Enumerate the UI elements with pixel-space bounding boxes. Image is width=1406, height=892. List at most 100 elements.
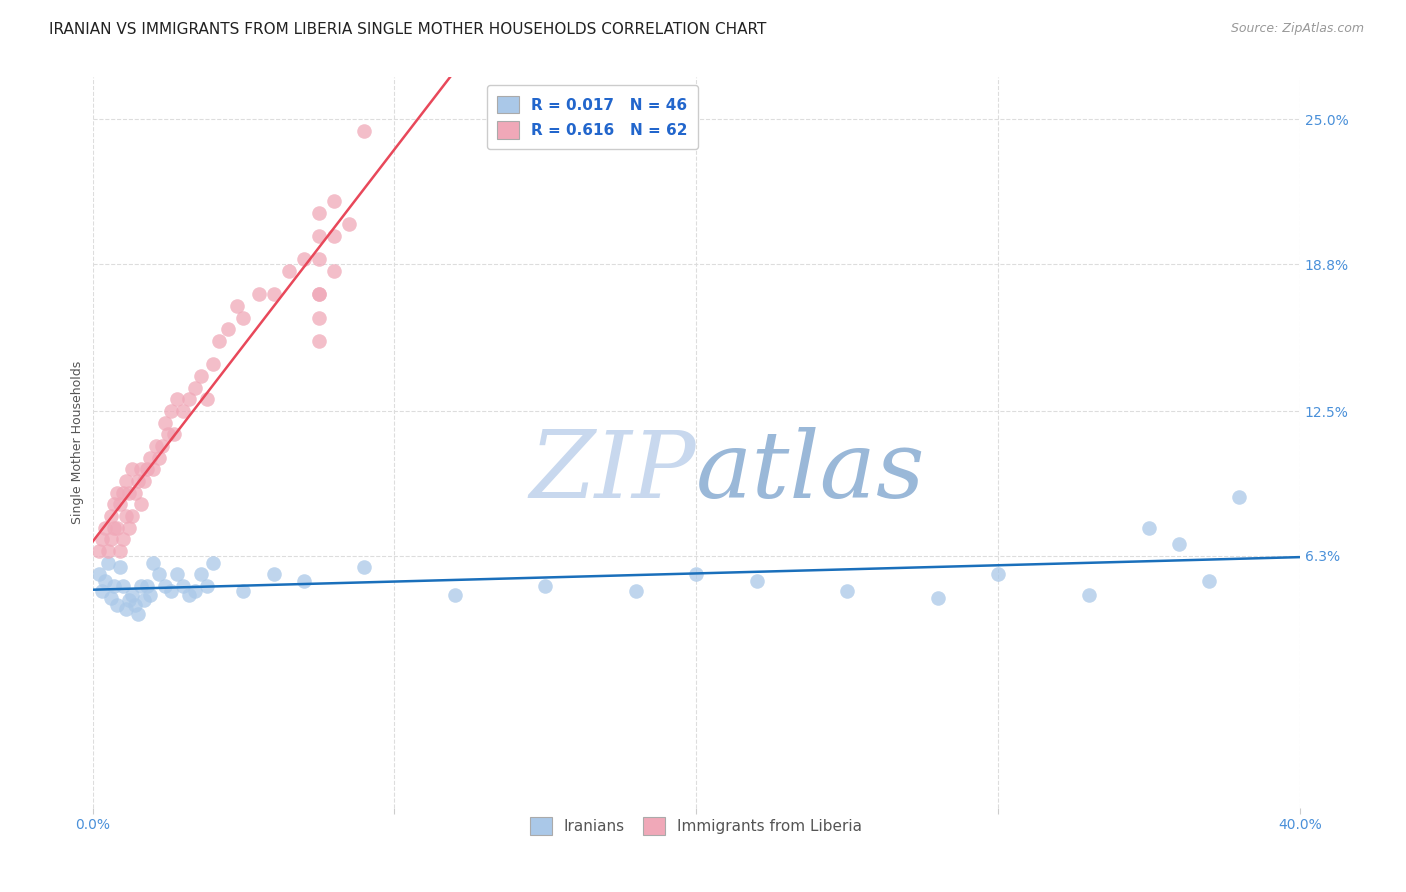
Point <box>624 583 647 598</box>
Point <box>118 593 141 607</box>
Point <box>160 404 183 418</box>
Text: IRANIAN VS IMMIGRANTS FROM LIBERIA SINGLE MOTHER HOUSEHOLDS CORRELATION CHART: IRANIAN VS IMMIGRANTS FROM LIBERIA SINGL… <box>49 22 766 37</box>
Point <box>195 392 218 407</box>
Point <box>195 579 218 593</box>
Point <box>100 509 122 524</box>
Point <box>202 358 225 372</box>
Point <box>142 462 165 476</box>
Point <box>308 206 330 220</box>
Point <box>150 439 173 453</box>
Point <box>337 218 360 232</box>
Point <box>166 392 188 407</box>
Point <box>103 521 125 535</box>
Y-axis label: Single Mother Households: Single Mother Households <box>72 361 84 524</box>
Point <box>308 287 330 301</box>
Point <box>121 462 143 476</box>
Point <box>308 252 330 267</box>
Point <box>190 567 212 582</box>
Legend: Iranians, Immigrants from Liberia: Iranians, Immigrants from Liberia <box>522 808 872 844</box>
Point <box>108 544 131 558</box>
Point <box>118 521 141 535</box>
Point <box>292 574 315 589</box>
Point <box>114 602 136 616</box>
Point <box>208 334 231 348</box>
Point <box>93 521 115 535</box>
Point <box>127 607 149 621</box>
Point <box>323 229 346 244</box>
Point <box>308 334 330 348</box>
Point <box>263 567 285 582</box>
Point <box>263 287 285 301</box>
Point <box>135 462 157 476</box>
Point <box>353 124 375 138</box>
Text: Source: ZipAtlas.com: Source: ZipAtlas.com <box>1230 22 1364 36</box>
Point <box>103 579 125 593</box>
Point <box>132 593 155 607</box>
Point <box>232 310 254 325</box>
Point <box>90 533 112 547</box>
Point <box>927 591 949 605</box>
Point <box>247 287 270 301</box>
Point <box>114 509 136 524</box>
Point <box>277 264 299 278</box>
Point <box>745 574 768 589</box>
Point <box>157 427 180 442</box>
Point <box>87 544 110 558</box>
Point <box>172 404 194 418</box>
Point <box>148 450 170 465</box>
Point <box>132 474 155 488</box>
Point <box>1137 521 1160 535</box>
Point <box>100 591 122 605</box>
Point <box>1198 574 1220 589</box>
Point <box>118 485 141 500</box>
Point <box>179 589 201 603</box>
Point <box>108 497 131 511</box>
Point <box>135 579 157 593</box>
Point <box>323 264 346 278</box>
Point <box>139 450 162 465</box>
Point <box>148 567 170 582</box>
Point <box>97 556 120 570</box>
Point <box>129 497 152 511</box>
Point <box>835 583 858 598</box>
Text: ZIP: ZIP <box>530 426 696 516</box>
Point <box>308 310 330 325</box>
Point <box>308 287 330 301</box>
Point <box>202 556 225 570</box>
Point <box>139 589 162 603</box>
Point <box>184 381 207 395</box>
Point <box>534 579 557 593</box>
Point <box>1229 491 1251 505</box>
Point <box>103 497 125 511</box>
Point <box>121 589 143 603</box>
Point <box>292 252 315 267</box>
Point <box>121 509 143 524</box>
Point <box>129 462 152 476</box>
Point <box>232 583 254 598</box>
Point <box>323 194 346 208</box>
Text: atlas: atlas <box>696 426 925 516</box>
Point <box>108 560 131 574</box>
Point <box>105 485 128 500</box>
Point <box>184 583 207 598</box>
Point <box>153 579 176 593</box>
Point <box>87 567 110 582</box>
Point <box>153 416 176 430</box>
Point <box>111 533 134 547</box>
Point <box>105 521 128 535</box>
Point <box>217 322 239 336</box>
Point <box>172 579 194 593</box>
Point <box>1077 589 1099 603</box>
Point <box>100 533 122 547</box>
Point <box>127 474 149 488</box>
Point <box>93 574 115 589</box>
Point <box>114 474 136 488</box>
Point <box>105 598 128 612</box>
Point <box>90 583 112 598</box>
Point <box>97 544 120 558</box>
Point <box>145 439 167 453</box>
Point <box>124 485 146 500</box>
Point <box>160 583 183 598</box>
Point <box>226 299 249 313</box>
Point <box>124 598 146 612</box>
